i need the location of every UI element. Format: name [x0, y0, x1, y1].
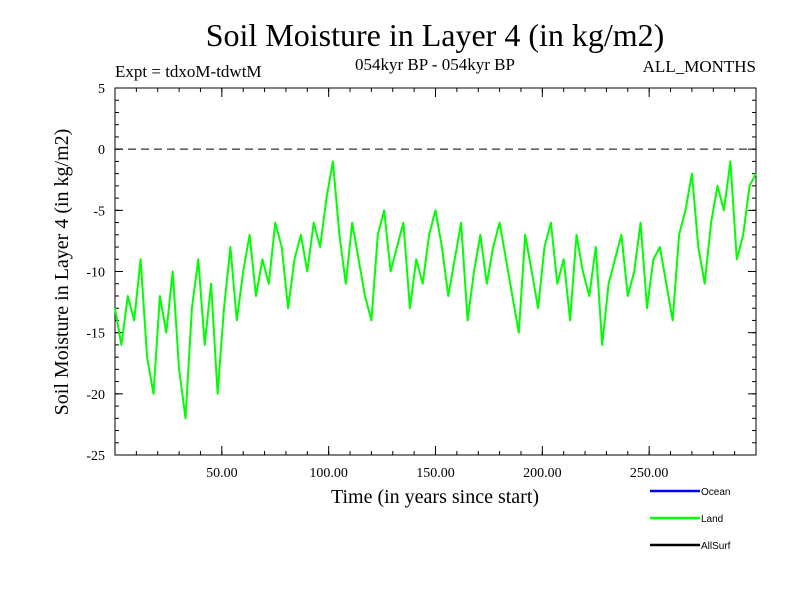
- series-line-land: [114, 160, 757, 420]
- y-tick-label: -5: [93, 204, 105, 219]
- chart-subtitle-right: ALL_MONTHS: [643, 57, 756, 76]
- y-tick-label: 0: [98, 143, 105, 158]
- x-axis-label: Time (in years since start): [331, 486, 539, 508]
- x-tick-label: 200.00: [523, 466, 562, 481]
- y-tick-label: 5: [98, 82, 105, 97]
- x-tick-label: 50.00: [206, 466, 238, 481]
- legend: Ocean Land AllSurf: [650, 487, 731, 552]
- y-tick-label: -20: [86, 388, 105, 403]
- legend-label-land: Land: [701, 514, 723, 525]
- y-tick-label: -25: [86, 449, 105, 464]
- chart-subtitle-center: 054kyr BP - 054kyr BP: [355, 55, 515, 74]
- plot-frame: [114, 87, 757, 456]
- legend-label-ocean: Ocean: [701, 487, 730, 498]
- x-tick-label: 100.00: [309, 466, 348, 481]
- y-tick-label: -10: [86, 266, 105, 281]
- y-axis-label: Soil Moisture in Layer 4 (in kg/m2): [51, 129, 73, 416]
- x-tick-label: 250.00: [630, 466, 669, 481]
- legend-label-allsurf: AllSurf: [701, 541, 731, 552]
- y-tick-label: -15: [86, 327, 105, 342]
- chart-title: Soil Moisture in Layer 4 (in kg/m2): [206, 17, 665, 53]
- chart-subtitle-left: Expt = tdxoM-tdwtM: [115, 62, 262, 81]
- plot-area: 5 0 -5 -10 -15 -20 -25 50.00 100.00 150.00 200.00 2…: [86, 82, 757, 481]
- x-tick-label: 150.00: [416, 466, 455, 481]
